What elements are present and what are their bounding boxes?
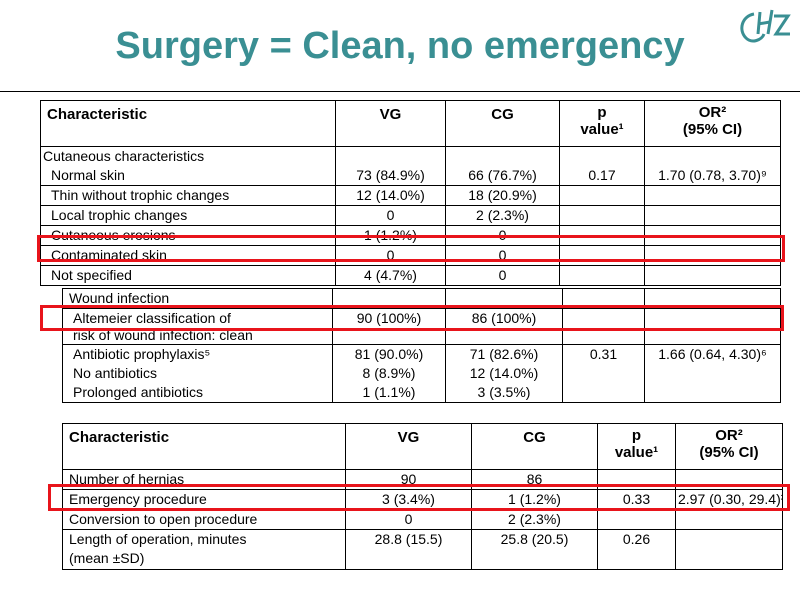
table-row: Length of operation, minutes (mean ±SD) 2… (62, 529, 783, 570)
section-label: Cutaneous characteristics (40, 146, 336, 166)
table-row: Thin without trophic changes 12 (14.0%) … (40, 185, 781, 206)
header-vg: VG (335, 100, 446, 147)
highlight-contaminated-skin (37, 235, 785, 262)
divider (0, 91, 800, 92)
header-p-value: p value¹ (559, 100, 645, 147)
header-or: OR² (95% CI) (644, 100, 781, 147)
header-or: OR² (95% CI) (675, 423, 783, 470)
table-row: Antibiotic prophylaxis⁵ 81 (90.0%) 71 (8… (62, 344, 781, 364)
highlight-emergency-procedure (48, 484, 790, 511)
chz-logo-icon (740, 9, 791, 43)
header-vg: VG (345, 423, 472, 470)
wound-infection-table: Wound infection Altemeier classification… (62, 288, 781, 403)
table-row: Normal skin 73 (84.9%) 66 (76.7%) 0.17 1… (40, 166, 781, 186)
table-row: Conversion to open procedure 0 2 (2.3%) (62, 509, 783, 530)
highlight-altemeier-clean (40, 305, 784, 331)
table-row: No antibiotics 8 (8.9%) 12 (14.0%) (62, 364, 781, 383)
header-cg: CG (471, 423, 598, 470)
header-p-value: p value¹ (597, 423, 676, 470)
header-characteristic: Characteristic (40, 100, 336, 147)
table-row: Prolonged antibiotics 1 (1.1%) 3 (3.5%) (62, 383, 781, 403)
table-row: Local trophic changes 0 2 (2.3%) (40, 205, 781, 226)
slide-title: Surgery = Clean, no emergency (115, 25, 685, 67)
header-characteristic: Characteristic (62, 423, 346, 470)
header-cg: CG (445, 100, 560, 147)
table-row: Not specified 4 (4.7%) 0 (40, 265, 781, 286)
table-row: Altemeier classification of risk of wound… (62, 308, 781, 345)
cutaneous-table: Characteristic VG CG p value¹ OR² (95% CI)… (40, 100, 781, 286)
